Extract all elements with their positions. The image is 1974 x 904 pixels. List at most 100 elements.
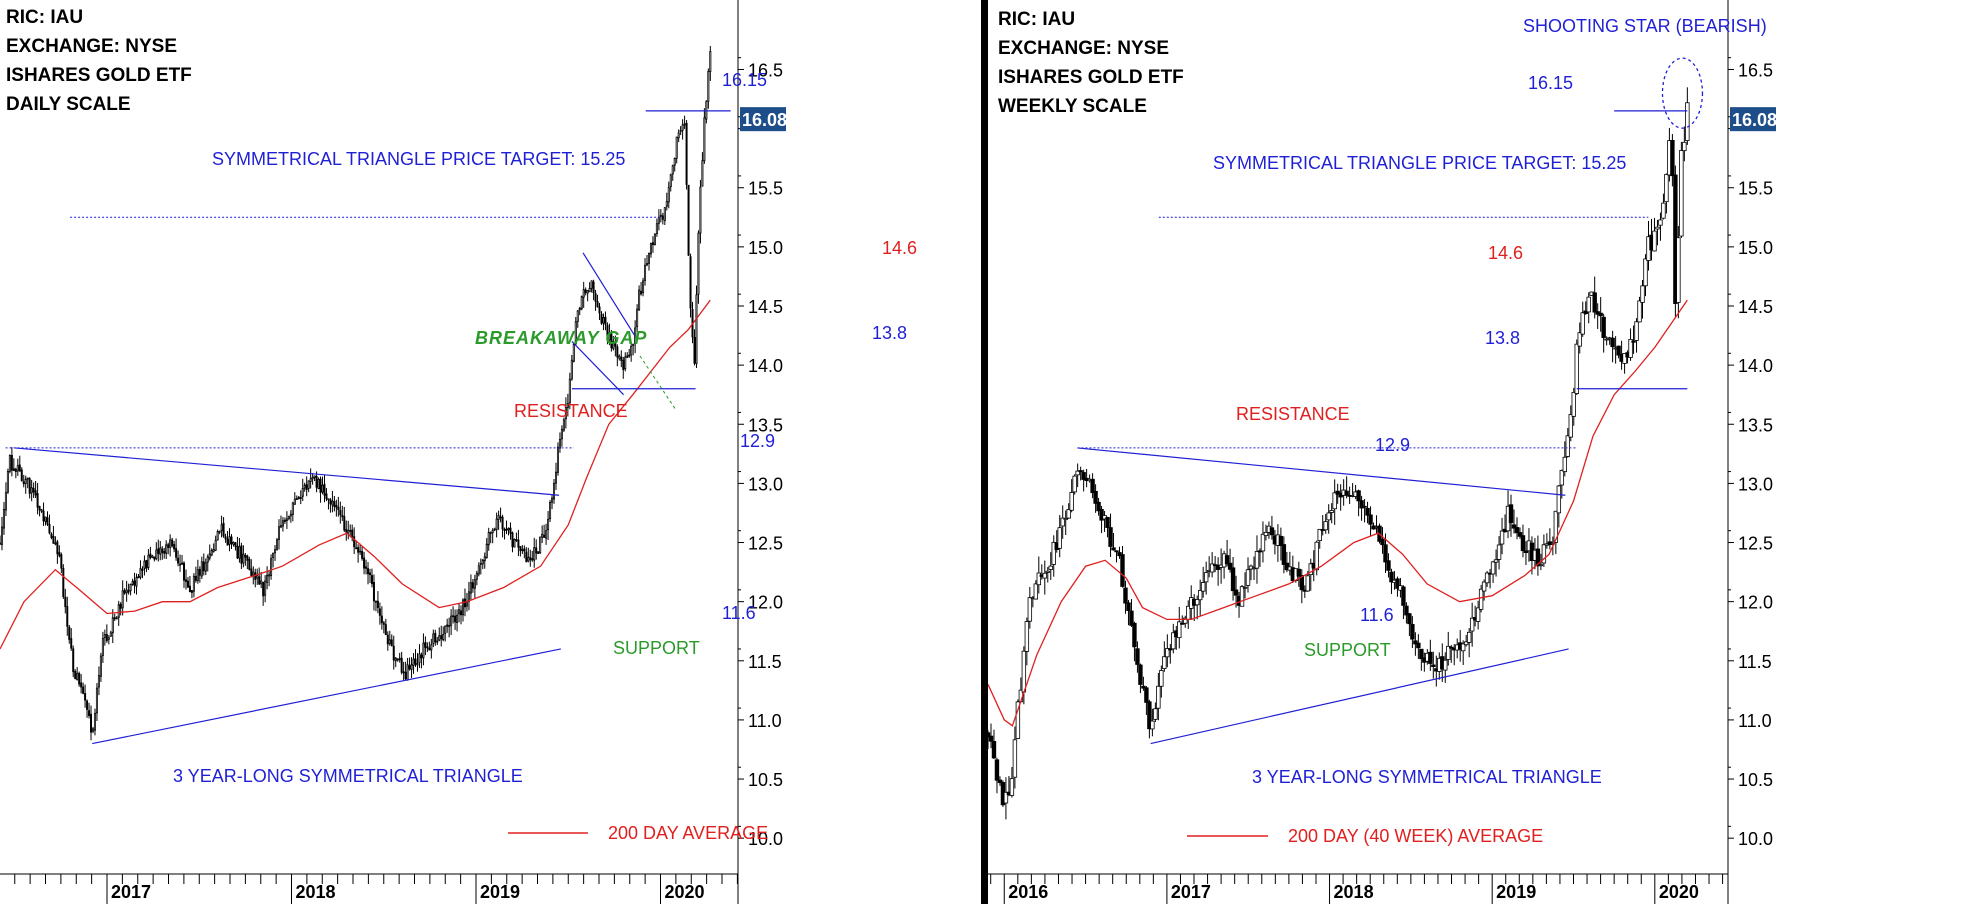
candle-body: [1446, 645, 1451, 660]
candle-body: [252, 571, 255, 576]
candle-body: [1652, 230, 1657, 252]
candle-body: [576, 310, 579, 322]
candle-body: [50, 533, 53, 539]
candle: [1631, 325, 1636, 354]
candle: [198, 566, 201, 583]
candle: [1075, 463, 1080, 488]
candle: [655, 218, 658, 237]
y-tick-label: 14.0: [1738, 356, 1773, 376]
candle-body: [64, 596, 67, 608]
candle: [1138, 663, 1143, 694]
candle-body: [687, 184, 690, 256]
candle-body: [705, 100, 708, 120]
candle: [997, 776, 1003, 786]
candle: [218, 530, 221, 535]
candle-body: [1592, 292, 1597, 313]
candle-body: [531, 558, 534, 561]
candle: [519, 546, 522, 557]
candle: [402, 661, 405, 681]
candle: [64, 588, 67, 614]
candle-body: [155, 549, 158, 560]
candle-body: [551, 497, 554, 503]
candle: [634, 320, 637, 354]
candle-body: [325, 493, 328, 500]
candle: [1410, 616, 1415, 649]
candle: [54, 536, 57, 546]
candle-body: [414, 658, 417, 665]
candle: [1664, 173, 1669, 214]
candle-body: [1428, 651, 1433, 664]
candle: [471, 578, 474, 593]
candle: [1209, 552, 1215, 578]
candle: [1553, 510, 1559, 555]
candle-body: [386, 634, 389, 645]
candle: [76, 667, 79, 681]
candle-body: [1117, 552, 1122, 557]
candle: [1159, 665, 1164, 698]
y-tick-label: 13.5: [748, 415, 783, 435]
candle-body: [222, 522, 225, 537]
candle-body: [228, 536, 231, 545]
candle-body: [1135, 648, 1140, 665]
candle-body: [1033, 583, 1039, 600]
candle-body: [535, 547, 538, 554]
candle: [1604, 336, 1609, 346]
candle-body: [335, 504, 338, 508]
candle: [62, 564, 65, 599]
last-price-label: 16.08: [742, 110, 787, 130]
candle: [1096, 497, 1101, 516]
candle: [1419, 648, 1424, 671]
candle-body: [598, 306, 601, 314]
candle: [685, 120, 688, 190]
candle-body: [529, 557, 532, 561]
candle: [1257, 548, 1263, 567]
candle: [317, 477, 320, 490]
candle: [169, 534, 172, 557]
candle: [327, 498, 330, 510]
candle: [434, 629, 437, 646]
candle-body: [655, 223, 658, 234]
candle: [669, 173, 672, 192]
candle-body: [1165, 648, 1170, 658]
candle-body: [309, 478, 312, 482]
candle-body: [204, 562, 207, 572]
candle-body: [1281, 544, 1287, 565]
candle: [1063, 510, 1068, 536]
candle-body: [202, 561, 205, 572]
candle-body: [1410, 624, 1415, 640]
candle: [416, 653, 419, 672]
candle: [456, 609, 459, 632]
candle-body: [1484, 572, 1490, 584]
x-tick-label: 2018: [1334, 882, 1374, 902]
candle: [988, 723, 994, 749]
candle: [159, 540, 162, 561]
candle: [1332, 479, 1337, 525]
candle-body: [600, 313, 603, 324]
candle: [131, 578, 134, 586]
candle: [200, 556, 203, 580]
candle: [109, 630, 112, 637]
candle: [487, 527, 490, 551]
candle-body: [66, 606, 69, 627]
candle: [171, 537, 174, 548]
candle: [1135, 641, 1140, 673]
candle: [1380, 527, 1385, 554]
candle-body: [388, 639, 391, 644]
candle-body: [139, 568, 142, 578]
candle: [588, 282, 591, 293]
candle-body: [408, 665, 411, 670]
candle: [4, 482, 7, 517]
candle: [50, 532, 53, 540]
candle: [580, 295, 583, 311]
candle-body: [107, 637, 110, 640]
candle-body: [384, 624, 387, 635]
candle-body: [1419, 648, 1424, 660]
candle: [665, 192, 668, 211]
candle: [1598, 297, 1603, 332]
candle: [1177, 606, 1182, 649]
candle-body: [42, 510, 45, 522]
candle-body: [250, 568, 253, 576]
candle-body: [988, 735, 994, 742]
candle-body: [665, 201, 668, 207]
candle: [374, 600, 377, 612]
